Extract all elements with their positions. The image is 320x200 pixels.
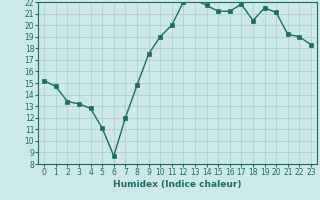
X-axis label: Humidex (Indice chaleur): Humidex (Indice chaleur) <box>113 180 242 189</box>
